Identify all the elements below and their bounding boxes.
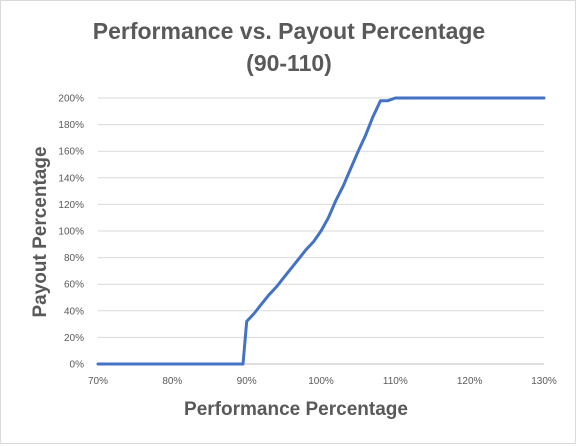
chart-title-line-1: Performance vs. Payout Percentage	[92, 18, 486, 44]
y-tick-label: 140%	[58, 173, 84, 184]
x-axis-title: Performance Percentage	[184, 399, 408, 420]
y-tick-label: 40%	[64, 306, 84, 317]
chart-title: Performance vs. Payout Percentage (90-11…	[1, 15, 577, 79]
x-tick-label: 130%	[531, 376, 557, 387]
y-tick-label: 20%	[64, 333, 84, 344]
y-tick-label: 80%	[64, 253, 84, 264]
gridlines	[98, 97, 544, 365]
y-tick-label: 180%	[58, 120, 84, 131]
x-tick-label: 100%	[308, 376, 334, 387]
x-tick-label: 70%	[88, 376, 108, 387]
series-layer	[96, 96, 546, 366]
x-tick-label: 90%	[237, 376, 257, 387]
y-tick-label: 0%	[70, 360, 85, 371]
x-tick-label: 120%	[457, 376, 483, 387]
y-tick-label: 160%	[58, 147, 84, 158]
series-line-payout	[96, 96, 546, 366]
y-tick-label: 200%	[58, 94, 84, 105]
chart-title-line-2: (90-110)	[246, 50, 332, 76]
x-axis-ticks: 70% 80% 90% 100% 110% 120% 130%	[88, 376, 557, 387]
y-tick-label: 100%	[58, 227, 84, 238]
y-tick-label: 120%	[58, 200, 84, 211]
y-axis-title: Payout Percentage	[30, 146, 51, 317]
x-tick-label: 80%	[162, 376, 182, 387]
y-tick-label: 60%	[64, 280, 84, 291]
x-tick-label: 110%	[383, 376, 408, 387]
y-axis-ticks: 0% 20% 40% 60% 80% 100% 120% 140% 160% 180% 200%	[58, 94, 84, 371]
